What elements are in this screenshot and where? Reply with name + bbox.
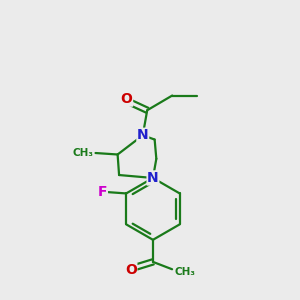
- Text: CH₃: CH₃: [72, 148, 93, 158]
- Text: F: F: [98, 185, 107, 199]
- Text: N: N: [137, 128, 148, 142]
- Text: O: O: [125, 263, 137, 277]
- Text: CH₃: CH₃: [174, 267, 195, 277]
- Text: N: N: [147, 171, 159, 185]
- Text: O: O: [121, 92, 133, 106]
